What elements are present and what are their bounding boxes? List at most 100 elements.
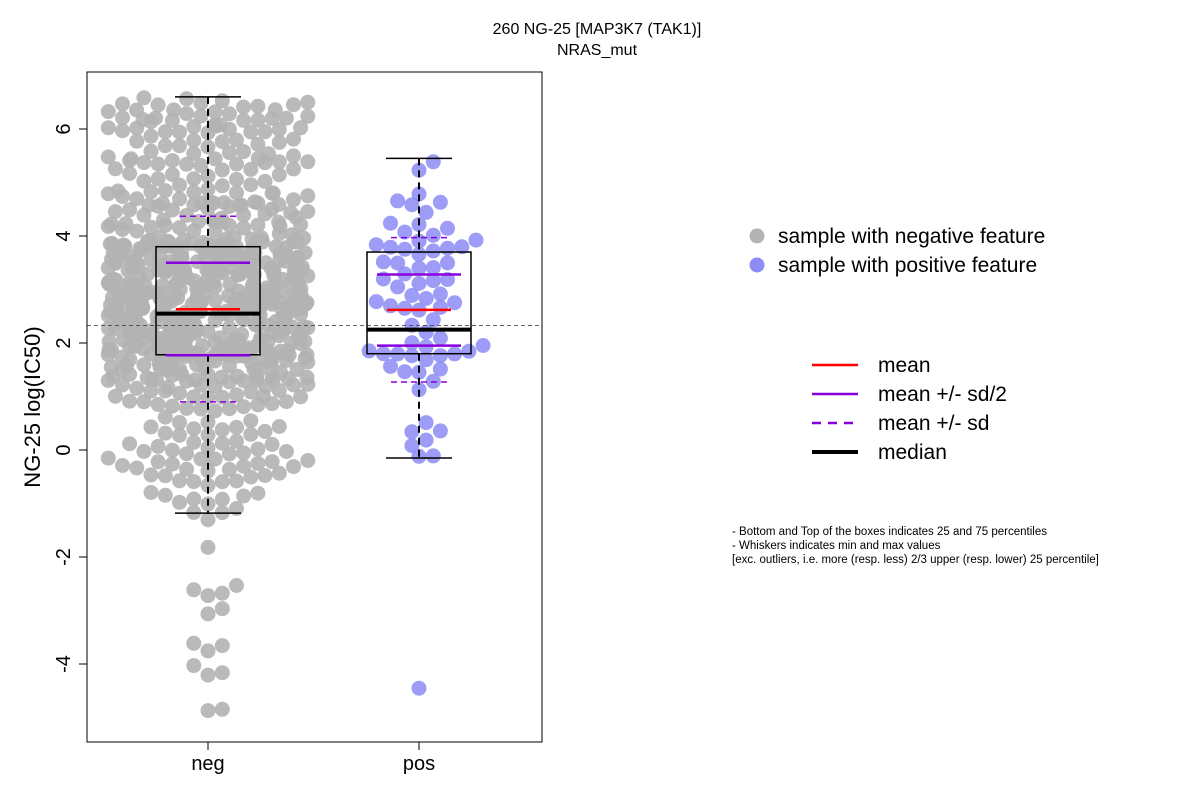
data-point-neg xyxy=(214,162,230,178)
data-point-neg xyxy=(179,208,195,223)
stats-layer xyxy=(87,96,542,514)
data-point-neg xyxy=(271,214,287,230)
data-point-neg xyxy=(152,229,168,245)
data-point-neg xyxy=(221,145,237,161)
data-point-neg xyxy=(250,441,266,457)
data-point-neg xyxy=(115,458,130,473)
data-point-pos xyxy=(425,273,441,289)
data-point-pos xyxy=(432,423,448,439)
data-point-neg xyxy=(179,106,195,122)
data-point-neg xyxy=(193,108,209,124)
data-point-neg xyxy=(172,427,187,443)
footnote-line: - Bottom and Top of the boxes indicates … xyxy=(732,526,1047,538)
data-point-pos xyxy=(432,330,448,346)
data-point-pos xyxy=(383,358,398,374)
data-point-neg xyxy=(286,148,301,164)
data-point-neg xyxy=(267,102,283,118)
y-tick-label: 4 xyxy=(53,230,75,241)
data-point-neg xyxy=(216,195,232,211)
data-point-neg xyxy=(200,512,216,528)
data-point-neg xyxy=(261,146,276,162)
data-point-neg xyxy=(254,230,269,246)
data-point-neg xyxy=(164,153,180,169)
data-point-pos xyxy=(411,680,427,696)
data-point-neg xyxy=(214,491,230,507)
data-point-pos xyxy=(425,154,441,170)
data-point-neg xyxy=(265,185,281,201)
data-point-pos xyxy=(425,448,441,464)
data-point-neg xyxy=(186,582,202,598)
data-point-neg xyxy=(257,124,273,140)
data-point-neg xyxy=(193,158,209,173)
legend-line-label: mean +/- sd xyxy=(878,412,989,435)
data-point-neg xyxy=(104,235,120,251)
data-point-neg xyxy=(200,414,216,430)
data-point-neg xyxy=(236,399,252,415)
data-point-neg xyxy=(164,167,180,182)
data-point-neg xyxy=(150,438,166,454)
data-point-pos xyxy=(468,232,484,248)
legend-point-marker xyxy=(749,257,765,273)
data-point-pos xyxy=(432,194,448,210)
data-point-neg xyxy=(229,132,244,148)
data-point-neg xyxy=(243,177,259,193)
data-point-neg xyxy=(299,347,315,363)
data-point-neg xyxy=(193,95,209,111)
data-point-neg xyxy=(150,97,166,113)
data-point-pos xyxy=(447,295,463,311)
data-point-neg xyxy=(179,446,195,462)
data-point-neg xyxy=(172,220,187,236)
data-point-neg xyxy=(236,112,252,128)
data-point-neg xyxy=(300,188,316,204)
data-point-neg xyxy=(101,333,117,349)
legend-line-label: mean +/- sd/2 xyxy=(878,383,1007,406)
data-point-neg xyxy=(157,183,173,199)
data-point-neg xyxy=(271,154,287,170)
data-point-pos xyxy=(390,279,406,295)
data-point-neg xyxy=(229,185,244,201)
data-point-neg xyxy=(214,665,230,681)
data-point-neg xyxy=(300,204,316,220)
data-point-neg xyxy=(118,216,134,232)
data-point-pos xyxy=(383,215,398,231)
box-pos xyxy=(366,251,472,355)
data-point-neg xyxy=(257,173,273,189)
data-point-neg xyxy=(226,230,242,246)
data-point-neg xyxy=(293,120,309,136)
data-point-neg xyxy=(150,171,166,187)
data-point-neg xyxy=(207,451,223,467)
data-point-neg xyxy=(200,168,216,184)
data-point-neg xyxy=(150,156,166,172)
y-tick-label: 6 xyxy=(53,123,75,134)
data-point-neg xyxy=(114,349,130,365)
data-point-pos xyxy=(418,204,434,220)
data-point-neg xyxy=(186,474,202,490)
data-point-neg xyxy=(200,427,216,443)
data-point-neg xyxy=(143,128,159,144)
data-point-neg xyxy=(160,379,176,395)
data-point-neg xyxy=(186,184,202,200)
data-point-neg xyxy=(200,477,216,493)
data-point-neg xyxy=(236,144,252,160)
data-point-neg xyxy=(136,155,152,171)
data-point-neg xyxy=(141,197,157,213)
data-point-neg xyxy=(257,468,273,483)
data-point-neg xyxy=(107,204,123,220)
data-point-neg xyxy=(100,149,116,165)
y-tick-label: 0 xyxy=(53,444,75,455)
data-point-neg xyxy=(229,433,244,449)
data-point-pos xyxy=(397,364,413,380)
data-point-pos xyxy=(404,288,420,303)
data-point-neg xyxy=(155,212,171,228)
data-point-neg xyxy=(243,413,259,429)
data-point-pos xyxy=(425,260,441,276)
data-point-neg xyxy=(150,396,166,412)
data-point-neg xyxy=(212,330,228,346)
data-point-neg xyxy=(202,194,218,210)
data-point-neg xyxy=(143,184,159,200)
data-point-neg xyxy=(243,161,259,177)
data-point-neg xyxy=(221,401,237,417)
data-point-pos xyxy=(425,312,441,328)
data-point-neg xyxy=(278,444,294,459)
